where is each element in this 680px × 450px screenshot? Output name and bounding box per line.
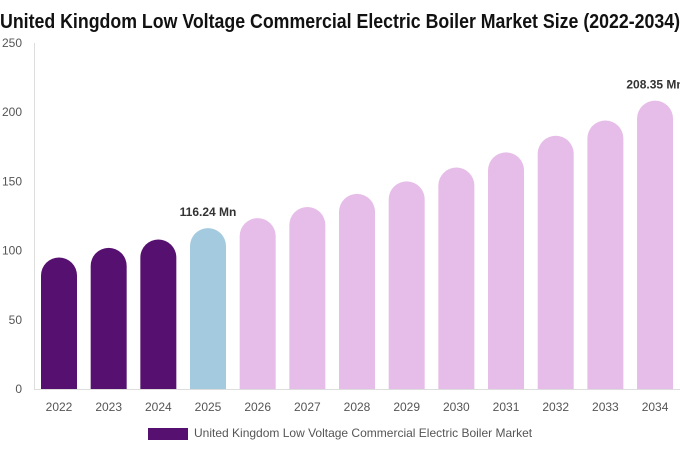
- bar-2034: [637, 100, 674, 389]
- legend: United Kingdom Low Voltage Commercial El…: [148, 426, 533, 440]
- bar-2027: [289, 207, 326, 389]
- chart-title: United Kingdom Low Voltage Commercial El…: [0, 11, 680, 33]
- y-tick-label: 100: [2, 244, 22, 258]
- y-tick-label: 150: [2, 174, 22, 188]
- x-tick-label: 2024: [145, 400, 172, 414]
- y-tick-label: 50: [9, 313, 23, 327]
- x-tick-label: 2028: [344, 400, 371, 414]
- bar-2026: [239, 218, 276, 389]
- x-tick-label: 2033: [592, 400, 619, 414]
- y-tick-label: 250: [2, 36, 22, 50]
- bar-2029: [388, 181, 425, 389]
- bar-2024: [140, 239, 177, 389]
- bar-2028: [339, 193, 376, 389]
- legend-swatch: [148, 428, 188, 440]
- bar-2032: [537, 135, 574, 389]
- x-tick-label: 2022: [46, 400, 73, 414]
- legend-label: United Kingdom Low Voltage Commercial El…: [194, 426, 533, 440]
- x-tick-label: 2034: [642, 400, 669, 414]
- bar-2025: [190, 228, 227, 389]
- x-tick-label: 2030: [443, 400, 470, 414]
- data-label-2025: 116.24 Mn: [180, 205, 237, 219]
- x-tick-label: 2025: [195, 400, 222, 414]
- bar-2022: [41, 257, 77, 389]
- x-tick-label: 2032: [542, 400, 569, 414]
- x-tick-label: 2031: [493, 400, 520, 414]
- x-tick-label: 2023: [95, 400, 122, 414]
- y-tick-label: 0: [15, 382, 22, 396]
- x-tick-label: 2027: [294, 400, 321, 414]
- x-tick-label: 2026: [244, 400, 271, 414]
- y-tick-label: 200: [2, 105, 22, 119]
- bar-2030: [438, 167, 475, 389]
- bar-2033: [587, 120, 624, 389]
- bar-2031: [488, 152, 525, 389]
- bar-2023: [90, 247, 127, 389]
- data-label-2034: 208.35 Mn: [626, 78, 680, 92]
- x-tick-label: 2029: [393, 400, 420, 414]
